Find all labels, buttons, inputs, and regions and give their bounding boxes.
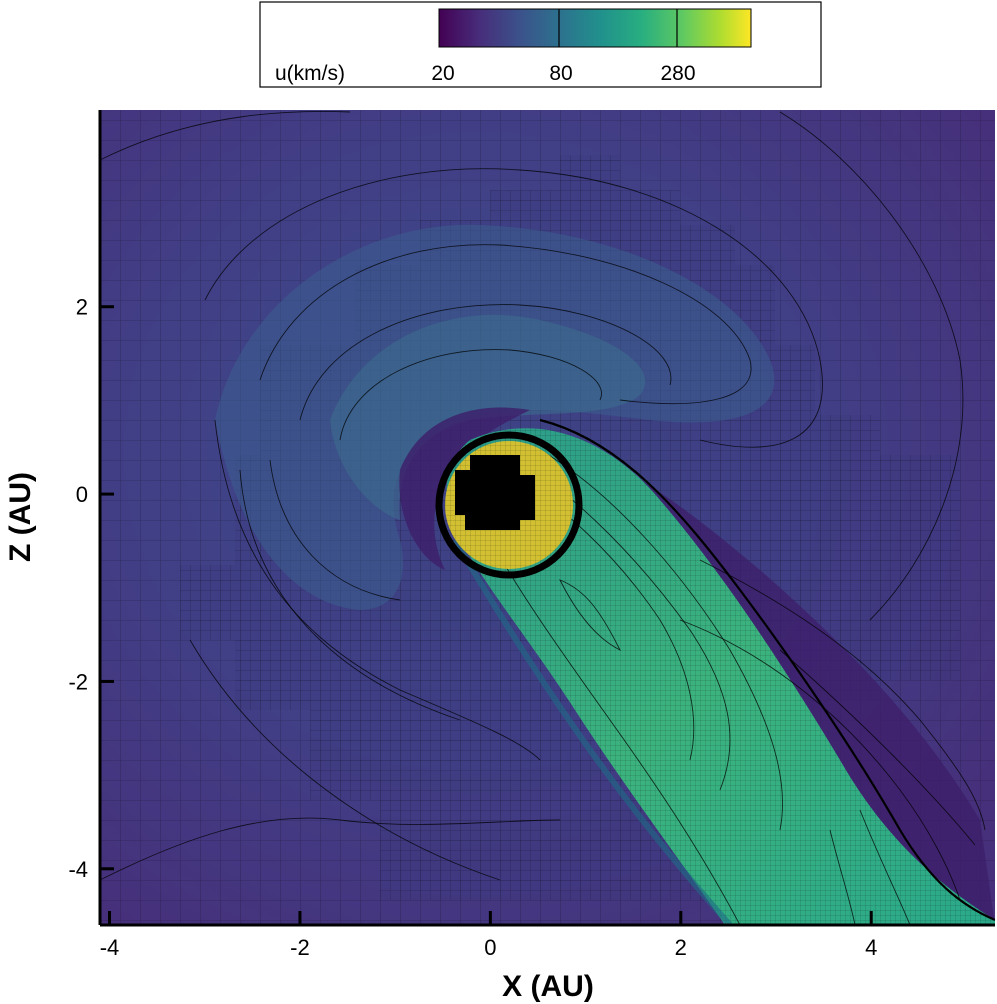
contour-line xyxy=(479,519,741,925)
colorbar-tick-label: 80 xyxy=(549,62,572,85)
y-ticks: -4 -2 0 2 xyxy=(68,295,114,882)
contour-line xyxy=(269,459,401,601)
x-tick-label: 4 xyxy=(865,935,877,960)
contour-line xyxy=(239,469,461,721)
x-ticks: -4 -2 0 2 4 xyxy=(100,911,877,960)
contour-line xyxy=(100,817,561,881)
contour-line xyxy=(204,168,823,448)
contour-line xyxy=(539,449,783,831)
contour-line xyxy=(100,110,351,161)
contour-line xyxy=(829,829,856,925)
wind-tail-lower-edge xyxy=(452,538,733,925)
contour-line xyxy=(779,111,964,621)
contour-line xyxy=(679,619,961,901)
y-tick-label: 0 xyxy=(76,482,88,507)
colorbar-tick-label: 20 xyxy=(431,62,454,85)
x-tick-label: 0 xyxy=(484,935,496,960)
contour-line xyxy=(859,809,911,925)
spiral-arm-region xyxy=(215,224,775,610)
colorbar-legend: u(km/s) 20 80 280 xyxy=(259,1,822,88)
x-axis-title: X (AU) xyxy=(502,970,594,1003)
wind-tail-edge xyxy=(539,418,995,922)
colorbar-label: u(km/s) xyxy=(275,62,345,85)
y-tick-label: -4 xyxy=(68,857,88,882)
y-axis-title: Z (AU) xyxy=(4,472,37,562)
contour-line xyxy=(259,244,752,405)
x-tick-label: -2 xyxy=(290,935,310,960)
contour-line xyxy=(339,349,602,441)
colorbar-tick-label: 280 xyxy=(660,62,695,85)
contour-line xyxy=(559,579,622,652)
y-tick-label: 2 xyxy=(76,295,88,320)
axes: -4 -2 0 2 4 -4 -2 0 2 X (AU) Z (AU) xyxy=(4,110,995,1003)
contour-line xyxy=(779,649,976,846)
plot-area xyxy=(100,110,995,925)
wind-tail-mesh xyxy=(446,428,995,925)
x-tick-label: 2 xyxy=(675,935,687,960)
x-tick-label: -4 xyxy=(100,935,120,960)
contour-line xyxy=(299,304,672,421)
slow-wind-arc xyxy=(399,407,530,570)
colorbar-gradient xyxy=(438,8,752,48)
origin-core xyxy=(470,465,515,515)
inner-sphere-ring xyxy=(435,431,583,579)
contour-line xyxy=(214,419,541,761)
y-tick-label: -2 xyxy=(68,669,88,694)
contour-line xyxy=(189,639,501,881)
contour-line xyxy=(699,559,986,831)
